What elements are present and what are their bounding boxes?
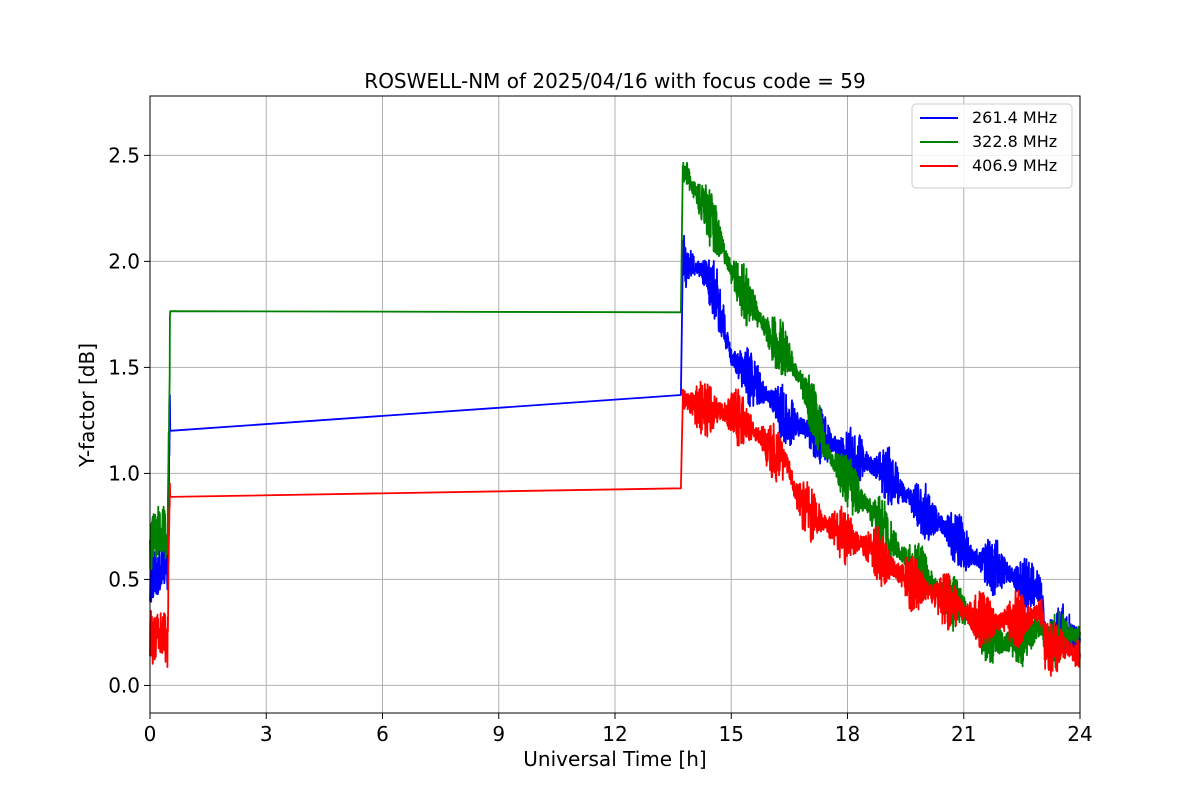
series-line [149, 161, 1081, 669]
x-tick-label: 6 [376, 722, 389, 746]
x-tick-label: 18 [835, 722, 860, 746]
grid [149, 96, 1081, 713]
y-tick-label: 1.5 [108, 355, 140, 379]
x-tick-label: 9 [492, 722, 505, 746]
x-axis-label: Universal Time [h] [523, 747, 706, 771]
y-tick-label: 1.0 [108, 461, 140, 485]
x-tick-label: 24 [1067, 722, 1092, 746]
series-line [149, 380, 1081, 677]
y-tick-label: 0.0 [108, 673, 140, 697]
x-tick-label: 21 [951, 722, 976, 746]
y-tick-label: 0.5 [108, 567, 140, 591]
series-line [149, 234, 1081, 657]
x-tick-label: 12 [602, 722, 627, 746]
y-tick-label: 2.5 [108, 143, 140, 167]
legend-label: 261.4 MHz [972, 108, 1057, 127]
x-tick-label: 3 [260, 722, 273, 746]
x-tick-label: 0 [144, 722, 157, 746]
legend-label: 322.8 MHz [972, 132, 1057, 151]
chart-title: ROSWELL-NM of 2025/04/16 with focus code… [364, 69, 865, 93]
x-tick-label: 15 [719, 722, 744, 746]
legend: 261.4 MHz 322.8 MHz 406.9 MHz [911, 103, 1073, 189]
series-lines [149, 161, 1081, 677]
legend-label: 406.9 MHz [972, 156, 1057, 175]
axis-ticks: 0 3 6 9 12 15 18 21 24 0.0 0.5 1.0 1.5 2.0 2.5 [108, 143, 1093, 746]
y-tick-label: 2.0 [108, 249, 140, 273]
y-axis-label: Y-factor [dB] [75, 343, 99, 468]
